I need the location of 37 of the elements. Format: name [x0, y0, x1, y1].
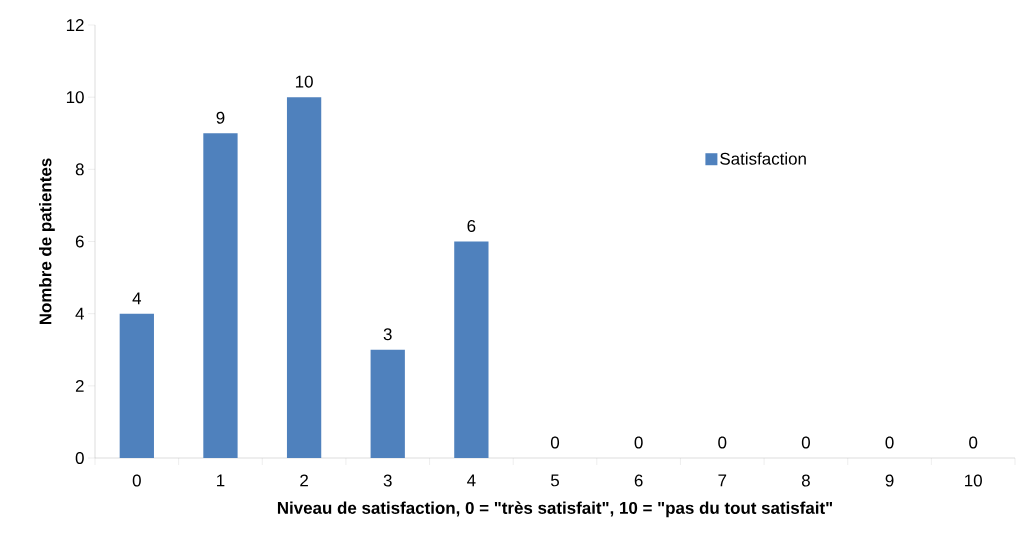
bar [454, 241, 489, 458]
y-tick-label: 2 [75, 379, 84, 392]
x-tick-label: 8 [801, 474, 810, 487]
x-axis-title: Niveau de satisfaction, 0 = "très satisfait", 10 = "pas du tout satisfait" [277, 501, 833, 518]
x-tick-label: 6 [634, 474, 643, 487]
x-tick-label: 5 [550, 474, 559, 487]
bar [119, 313, 154, 458]
y-tick-label: 6 [75, 235, 84, 248]
y-tick-label: 8 [75, 163, 84, 176]
data-label: 0 [634, 436, 643, 449]
y-axis-title: Nombre de patientes [39, 158, 55, 325]
bar [203, 133, 238, 458]
x-tick-label: 0 [132, 474, 141, 487]
y-tick-label: 4 [75, 307, 84, 320]
legend-label: Satisfaction [720, 152, 806, 165]
data-label: 0 [969, 436, 978, 449]
data-label: 0 [718, 436, 727, 449]
y-tick-label: 0 [75, 452, 84, 464]
x-tick-label: 1 [217, 474, 225, 487]
data-label: 0 [801, 436, 810, 449]
x-tick-label: 3 [383, 474, 392, 487]
x-tick-label: 9 [885, 474, 894, 487]
bar [286, 97, 322, 458]
y-tick-label: 12 [66, 19, 84, 31]
data-label: 0 [550, 436, 560, 449]
data-label: 0 [885, 436, 894, 449]
x-tick-label: 4 [467, 474, 476, 487]
x-tick-label: 2 [300, 474, 308, 487]
data-label: 4 [132, 292, 142, 305]
x-tick-label: 7 [718, 474, 727, 487]
y-tick-label: 10 [66, 91, 84, 104]
data-label: 3 [383, 328, 392, 341]
bar [370, 349, 405, 458]
data-label: 10 [295, 75, 313, 88]
data-label: 6 [467, 219, 476, 232]
data-label: 9 [216, 111, 225, 124]
x-tick-label: 10 [965, 474, 982, 487]
